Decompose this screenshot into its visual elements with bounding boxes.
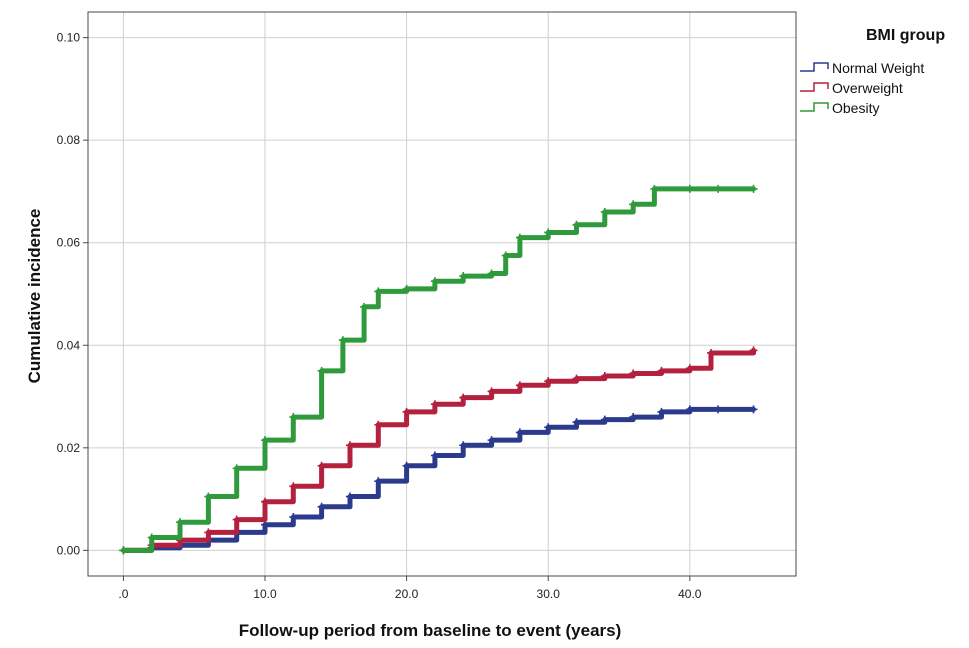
series-layer	[119, 184, 758, 555]
censor-mark	[487, 436, 496, 445]
censor-mark	[572, 220, 581, 229]
censor-mark	[515, 428, 524, 437]
censor-mark	[430, 400, 439, 409]
legend-item: Obesity	[800, 100, 879, 116]
censor-mark	[204, 492, 213, 501]
plot-frame	[87, 11, 797, 577]
x-tick-label: .0	[118, 587, 128, 601]
censor-mark	[501, 251, 510, 260]
censor-mark	[714, 405, 723, 414]
censor-mark	[374, 477, 383, 486]
legend-item: Normal Weight	[800, 60, 924, 76]
censor-mark	[402, 284, 411, 293]
series-line	[120, 347, 756, 553]
censor-mark	[402, 407, 411, 416]
x-tick-label: 10.0	[253, 587, 277, 601]
censor-mark	[261, 497, 269, 506]
y-tick-label: 0.06	[57, 236, 81, 250]
censor-mark	[317, 366, 326, 375]
censor-mark	[600, 372, 609, 381]
censor-mark	[317, 461, 326, 470]
censor-mark	[685, 364, 694, 373]
censor-mark	[572, 374, 581, 383]
censor-mark	[749, 184, 758, 193]
legend-label: Obesity	[832, 100, 879, 116]
censor-mark	[374, 420, 383, 429]
censor-mark	[487, 387, 496, 396]
y-tick-label: 0.04	[57, 338, 81, 352]
series-overweight	[119, 346, 758, 555]
legend-swatch	[800, 82, 829, 92]
x-axis-title: Follow-up period from baseline to event …	[239, 621, 622, 640]
y-tick-label: 0.08	[57, 133, 81, 147]
legend-item: Overweight	[800, 80, 903, 96]
censor-mark	[289, 413, 298, 422]
legend: BMI group Normal Weight Overweight Obesity	[800, 27, 945, 116]
tick-layer: .0 10.0 20.0 30.0 40.0 0.00 0.02 0.04 0.06 0.08 0.…	[57, 31, 702, 601]
censor-mark	[360, 302, 369, 311]
y-axis-title: Cumulative incidence	[25, 209, 44, 384]
censor-mark	[600, 415, 609, 424]
grid-layer	[88, 12, 796, 576]
censor-mark	[685, 405, 694, 414]
censor-mark	[176, 518, 185, 527]
censor-mark	[572, 418, 581, 427]
censor-mark	[714, 184, 723, 193]
x-tick-label: 30.0	[537, 587, 561, 601]
censor-mark	[232, 515, 241, 524]
legend-label: Normal Weight	[832, 60, 924, 76]
censor-mark	[707, 348, 716, 357]
censor-mark	[119, 546, 128, 555]
censor-mark	[487, 269, 496, 278]
x-tick-label: 40.0	[678, 587, 702, 601]
censor-mark	[657, 407, 666, 416]
censor-mark	[515, 233, 524, 242]
censor-mark	[544, 377, 553, 386]
censor-mark	[459, 393, 468, 402]
censor-mark	[402, 461, 411, 470]
censor-mark	[629, 369, 638, 378]
censor-mark	[629, 413, 638, 422]
censor-mark	[459, 272, 468, 281]
censor-mark	[289, 513, 298, 522]
censor-mark	[147, 533, 156, 542]
censor-mark	[544, 423, 553, 432]
y-tick-label: 0.00	[57, 543, 81, 557]
censor-mark	[650, 184, 659, 193]
censor-mark	[685, 184, 694, 193]
legend-label: Overweight	[832, 80, 903, 96]
series-line	[120, 406, 756, 553]
legend-title: BMI group	[866, 27, 945, 44]
legend-swatch	[800, 62, 829, 72]
y-tick-label: 0.02	[57, 441, 81, 455]
censor-mark	[374, 287, 383, 296]
censor-mark	[459, 441, 468, 450]
legend-items: Normal Weight Overweight Obesity	[800, 60, 924, 116]
censor-mark	[749, 346, 758, 355]
censor-mark	[515, 381, 524, 390]
censor-mark	[600, 207, 609, 216]
censor-mark	[430, 277, 439, 286]
censor-mark	[289, 482, 298, 491]
censor-mark	[204, 528, 213, 537]
censor-mark	[657, 366, 666, 375]
x-tick-label: 20.0	[395, 587, 419, 601]
censor-mark	[232, 464, 241, 473]
censor-mark	[261, 436, 269, 445]
censor-mark	[338, 336, 347, 345]
censor-mark	[345, 441, 354, 450]
y-tick-label: 0.10	[57, 31, 81, 45]
censor-mark	[544, 228, 553, 237]
censor-mark	[317, 502, 326, 511]
series-obesity	[119, 184, 758, 555]
series-line	[120, 186, 756, 553]
censor-mark	[629, 200, 638, 209]
censor-mark	[749, 405, 758, 414]
censor-mark	[430, 451, 439, 460]
censor-mark	[345, 492, 354, 501]
legend-swatch	[800, 102, 829, 112]
